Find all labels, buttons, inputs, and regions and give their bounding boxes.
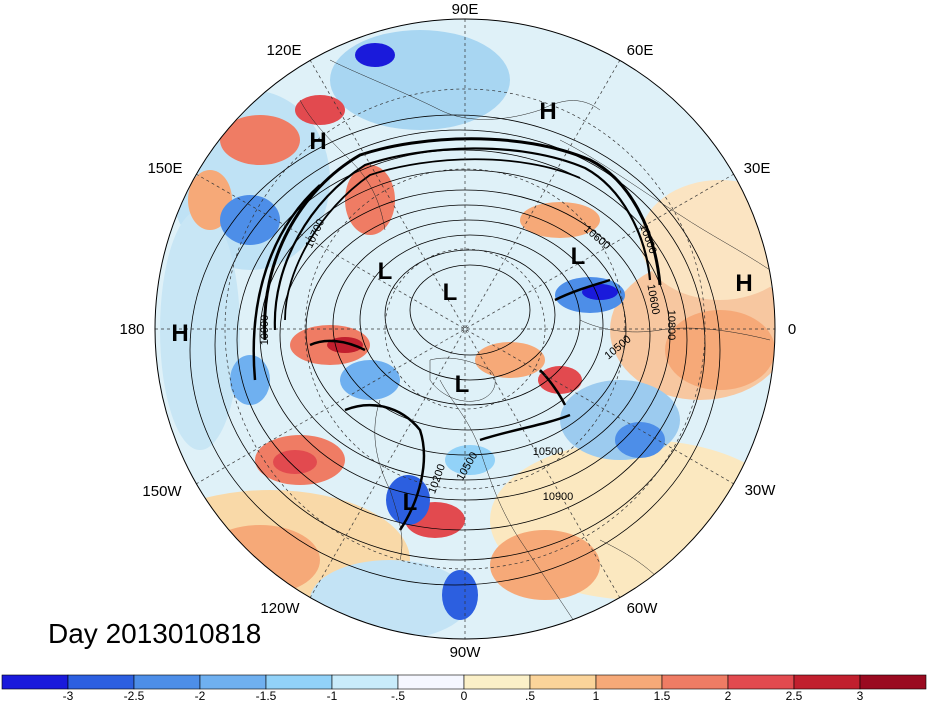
colorbar-swatch bbox=[727, 674, 795, 690]
longitude-labels: 90E 60E 30E 0 30W 60W 90W 120W 150W 180 … bbox=[119, 1, 796, 661]
lon-label: 0 bbox=[788, 321, 796, 338]
colorbar-swatch bbox=[133, 674, 201, 690]
colorbar-tick-label: 2.5 bbox=[786, 689, 803, 702]
height-contours bbox=[189, 114, 721, 586]
lon-label: 150E bbox=[147, 160, 182, 177]
colorbar-swatch bbox=[529, 674, 597, 690]
low-center: L bbox=[378, 258, 393, 285]
colorbar-tick-label: -1 bbox=[327, 689, 338, 702]
contour-label: 10900 bbox=[543, 491, 574, 503]
colorbar-tick-label: -2 bbox=[195, 689, 206, 702]
high-center: H bbox=[309, 128, 326, 155]
lon-label: 90W bbox=[450, 644, 482, 661]
colorbar-swatch bbox=[199, 674, 267, 690]
colorbar-tick-label: -3 bbox=[63, 689, 74, 702]
lon-label: 120W bbox=[260, 600, 300, 617]
lon-label: 60W bbox=[627, 600, 659, 617]
colorbar-swatch bbox=[265, 674, 333, 690]
low-center: L bbox=[443, 279, 458, 306]
high-center: H bbox=[539, 98, 556, 125]
low-center: L bbox=[571, 243, 586, 270]
high-center: H bbox=[171, 320, 188, 347]
colorbar: -3 -2.5 -2 -1.5 -1 -.5 0 .5 1 1.5 2 2.5 3 bbox=[1, 674, 927, 702]
colorbar-tick-label: 1.5 bbox=[654, 689, 671, 702]
contour-label: 10600 bbox=[644, 283, 661, 315]
graticule bbox=[155, 19, 775, 639]
colorbar-tick-label: -.5 bbox=[391, 689, 405, 702]
low-center: L bbox=[403, 489, 418, 516]
colorbar-swatch bbox=[463, 674, 531, 690]
lon-label: 90E bbox=[452, 1, 479, 18]
colorbar-tick-label: -2.5 bbox=[124, 689, 145, 702]
lon-label: 30E bbox=[744, 160, 771, 177]
lon-label: 30W bbox=[745, 482, 777, 499]
colorbar-swatch bbox=[859, 674, 927, 690]
high-center: H bbox=[735, 270, 752, 297]
colorbar-swatch bbox=[1, 674, 69, 690]
map-border bbox=[154, 18, 776, 640]
lon-label: 120E bbox=[266, 42, 301, 59]
low-center: L bbox=[455, 371, 470, 398]
plot-title: Day 2013010818 bbox=[48, 618, 262, 649]
contour-label: 10900 bbox=[259, 315, 271, 346]
colorbar-swatch bbox=[397, 674, 465, 690]
lon-label: 60E bbox=[627, 42, 654, 59]
colorbar-swatch bbox=[661, 674, 729, 690]
contour-label: 10500 bbox=[533, 446, 564, 458]
colorbar-tick-label: 3 bbox=[857, 689, 864, 702]
colorbar-swatch bbox=[595, 674, 663, 690]
colorbar-swatch bbox=[793, 674, 861, 690]
colorbar-swatch bbox=[331, 674, 399, 690]
colorbar-tick-label: 0 bbox=[461, 689, 468, 702]
colorbar-tick-label: .5 bbox=[525, 689, 535, 702]
colorbar-tick-label: 1 bbox=[593, 689, 600, 702]
colorbar-tick-label: -1.5 bbox=[256, 689, 277, 702]
pressure-centers: H H H H H L L L L L bbox=[171, 98, 752, 516]
lon-label: 150W bbox=[142, 483, 182, 500]
contour-label: 10800 bbox=[665, 310, 677, 341]
colorbar-tick-label: 2 bbox=[725, 689, 732, 702]
lon-label: 180 bbox=[119, 321, 144, 338]
colorbar-swatch bbox=[67, 674, 135, 690]
